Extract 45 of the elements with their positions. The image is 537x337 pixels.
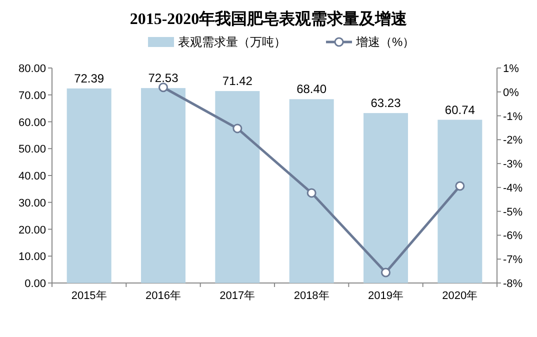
y2-tick-label: -2% — [503, 134, 523, 147]
data-label: 72.39 — [74, 71, 104, 86]
bar — [364, 113, 408, 283]
y-tick-label: 70.00 — [18, 90, 46, 102]
data-label: 60.74 — [444, 102, 476, 117]
y2-tick-label: -6% — [503, 230, 523, 242]
x-tick-label: 2019年 — [368, 290, 404, 302]
y2-tick-label: 1% — [503, 63, 520, 75]
x-tick-label: 2015年 — [71, 290, 107, 302]
y2-tick-label: -1% — [503, 110, 523, 123]
y2-tick-label: -4% — [503, 182, 523, 194]
y-tick-label: 0.00 — [24, 278, 46, 290]
x-tick-label: 2020年 — [442, 290, 478, 302]
legend-label: 表观需求量（万吨） — [178, 35, 286, 49]
y-tick-label: 40.00 — [18, 170, 46, 182]
y2-tick-label: -8% — [503, 278, 523, 290]
x-tick-label: 2016年 — [146, 290, 181, 302]
point — [381, 268, 390, 278]
y-tick-label: 10.00 — [18, 251, 46, 264]
y2-tick-label: -5% — [503, 206, 523, 218]
bar — [215, 91, 260, 283]
chart-title: 2015-2020年我国肥皂表观需求量及增速 — [130, 10, 408, 28]
bar — [438, 120, 482, 283]
y-tick-label: 50.00 — [18, 144, 46, 156]
bar — [141, 88, 186, 283]
bar — [289, 99, 334, 283]
x-tick-label: 2017年 — [220, 290, 256, 302]
point — [158, 82, 168, 92]
y-tick-label: 60.00 — [18, 116, 46, 129]
data-label: 72.53 — [148, 71, 179, 86]
y-tick-label: 80.00 — [18, 63, 46, 75]
data-label: 63.23 — [370, 96, 402, 110]
y2-tick-label: -3% — [503, 158, 523, 171]
y-tick-label: 30.00 — [18, 197, 46, 210]
data-label: 68.40 — [296, 82, 327, 96]
y2-tick-label: 0% — [503, 86, 520, 99]
x-tick-label: 2018年 — [294, 290, 330, 302]
point — [232, 124, 242, 134]
y-tick-label: 20.00 — [18, 224, 46, 236]
data-label: 71.42 — [222, 74, 253, 88]
bar — [66, 88, 112, 283]
point — [455, 181, 465, 191]
point — [306, 188, 316, 198]
legend-label: 增速（%） — [355, 35, 415, 49]
y2-tick-label: -7% — [503, 254, 523, 266]
